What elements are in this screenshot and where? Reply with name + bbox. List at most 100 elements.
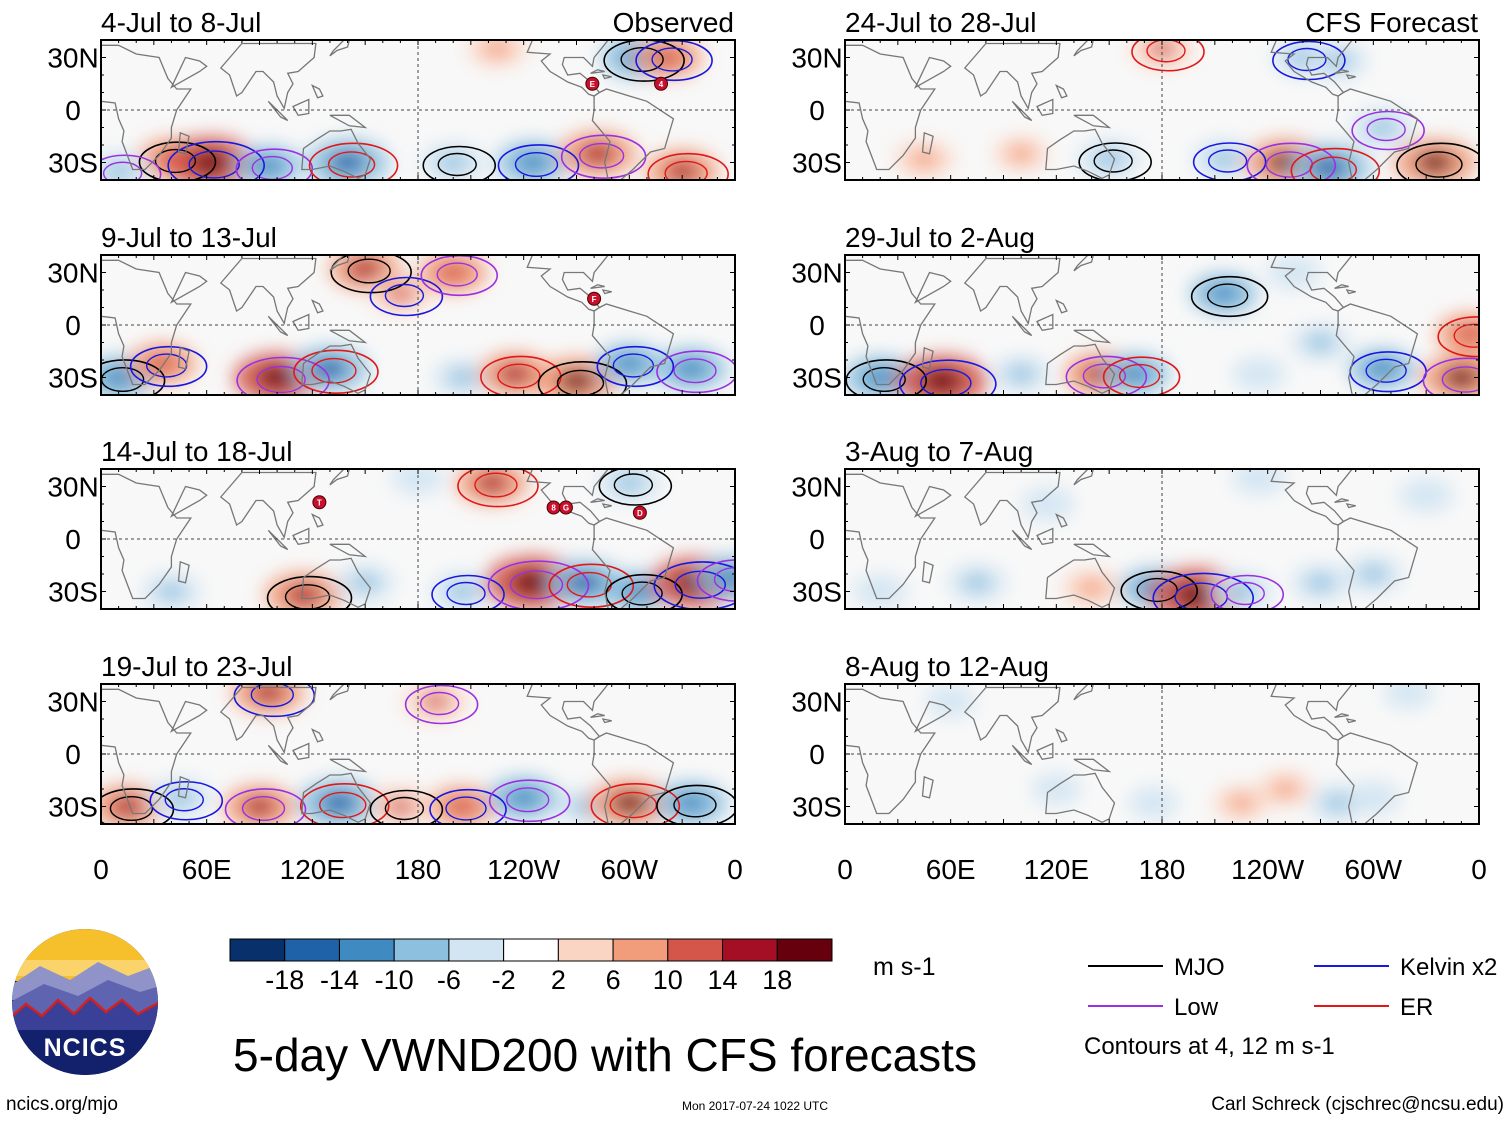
shade-core xyxy=(312,358,348,380)
coastline xyxy=(101,44,193,171)
contour-line xyxy=(431,574,505,609)
footer-url[interactable]: ncics.org/mjo xyxy=(6,1094,118,1115)
shade-core xyxy=(557,370,596,392)
contour-line xyxy=(845,359,928,395)
x-tick-label: 0 xyxy=(837,854,853,885)
coastline xyxy=(292,98,310,117)
contour-line xyxy=(1102,356,1181,395)
contour-line xyxy=(603,40,685,82)
shade-core xyxy=(1367,118,1397,137)
contour-line xyxy=(293,349,379,394)
coastline xyxy=(590,713,605,718)
coastline xyxy=(1073,114,1112,129)
y-tick-label: 30N xyxy=(791,472,842,503)
y-tick-label: 30S xyxy=(792,148,842,179)
coastline xyxy=(292,527,310,546)
coastline xyxy=(1011,100,1033,122)
x-tick-label: 0 xyxy=(727,854,743,885)
coastline xyxy=(1073,40,1094,57)
period-label: 8-Aug to 12-Aug xyxy=(845,651,1049,682)
shade-core xyxy=(1307,574,1334,592)
y-tick-label: 30S xyxy=(792,792,842,823)
period-label: 19-Jul to 23-Jul xyxy=(101,651,292,682)
colorbar-units: m s-1 xyxy=(873,953,936,981)
colorbar-swatch xyxy=(776,938,833,962)
coastline xyxy=(169,485,208,518)
y-tick-label: 0 xyxy=(65,524,81,555)
x-tick-label: 120E xyxy=(280,854,345,885)
x-tick-label: 60W xyxy=(601,854,659,885)
contour-line xyxy=(308,142,399,180)
contour-line xyxy=(129,345,208,388)
coastline xyxy=(311,84,324,99)
contour-line xyxy=(167,140,265,180)
coastline xyxy=(591,732,675,824)
shade-core xyxy=(328,151,367,174)
contour-line xyxy=(596,345,675,388)
coastline xyxy=(1335,732,1419,824)
coastline xyxy=(1045,557,1116,609)
shade-core xyxy=(446,797,478,816)
logo-text: NCICS xyxy=(44,1034,127,1062)
coastline xyxy=(601,503,612,509)
panel-2: F 30N 0 30S 9-Jul to 13-Jul xyxy=(47,222,736,396)
storm-marker xyxy=(558,500,573,515)
coastline xyxy=(329,684,350,701)
coastline xyxy=(845,473,937,600)
storm-marker xyxy=(587,291,602,306)
shade-core xyxy=(498,364,532,384)
main-title: 5-day VWND200 with CFS forecasts xyxy=(233,1029,977,1081)
shade-core xyxy=(1360,565,1387,583)
contour-line xyxy=(505,787,550,813)
coastline xyxy=(292,313,310,332)
colorbar-tick-label: -2 xyxy=(492,965,516,995)
storm-marker-label: D xyxy=(637,509,643,518)
coastline xyxy=(329,469,350,486)
shade-core xyxy=(920,369,963,393)
contour-line xyxy=(436,262,478,287)
x-tick-label: 180 xyxy=(1139,854,1186,885)
coastline xyxy=(169,700,208,733)
contour-line xyxy=(149,780,224,821)
contour-line xyxy=(1365,358,1407,383)
contour-line xyxy=(154,148,197,174)
coastline xyxy=(591,88,675,180)
contour-line xyxy=(1351,110,1425,151)
coastline xyxy=(526,684,610,741)
coastline xyxy=(329,255,350,272)
contour-line xyxy=(101,154,162,180)
colorbar: -18 -14 -10 -6 -2 2 6 10 14 18 xyxy=(229,938,833,995)
coastline xyxy=(1270,40,1354,97)
coastline xyxy=(1270,684,1354,741)
period-label: 14-Jul to 18-Jul xyxy=(101,436,292,467)
coastline xyxy=(177,346,190,370)
coastline xyxy=(1334,713,1349,718)
coastline xyxy=(301,557,372,609)
shade-core xyxy=(165,788,195,807)
coastline xyxy=(1073,758,1112,773)
coastline xyxy=(1045,128,1116,180)
colorbar-tick-label: 14 xyxy=(708,965,738,995)
coastline xyxy=(177,560,190,584)
colorbar-tick-label: -10 xyxy=(375,965,414,995)
contour-line xyxy=(422,145,497,180)
shade-core xyxy=(510,570,555,595)
y-tick-label: 30S xyxy=(792,577,842,608)
shade-core xyxy=(867,583,893,600)
storm-marker-label: 4 xyxy=(659,80,664,89)
shade-core xyxy=(1310,156,1349,179)
shade-core xyxy=(507,787,541,808)
coastline xyxy=(177,131,190,155)
contour-line xyxy=(590,783,681,824)
shade-core xyxy=(320,792,358,814)
contour-line xyxy=(419,691,460,716)
y-tick-label: 0 xyxy=(809,739,825,770)
x-tick-label: 120W xyxy=(487,854,561,885)
contour-line xyxy=(1366,117,1406,142)
coastline xyxy=(1345,718,1356,724)
period-label: 24-Jul to 28-Jul xyxy=(845,7,1036,38)
shade-core xyxy=(475,473,509,493)
colorbar-swatch xyxy=(612,938,669,962)
contour-line xyxy=(673,792,717,818)
coastline xyxy=(1055,513,1068,528)
